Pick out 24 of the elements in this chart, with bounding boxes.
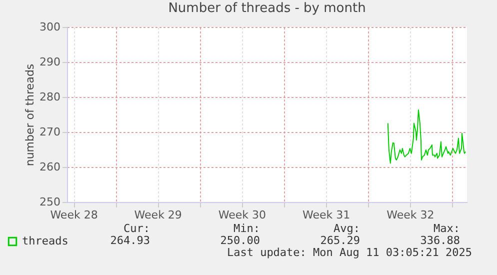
line-series (387, 109, 466, 164)
y-tick-label: 250 (40, 196, 60, 208)
text: Avg: (334, 222, 360, 235)
chart-title: Number of threads - by month (168, 1, 366, 16)
text: Max: (434, 222, 460, 235)
y-tick-label: 270 (40, 126, 60, 138)
text: 265.29 (320, 234, 360, 247)
text: 336.88 (420, 234, 460, 247)
text: Min: (234, 222, 260, 235)
x-tick-label: Week 31 (302, 208, 350, 222)
legend-label: threads (22, 234, 68, 248)
text: Last update: Mon Aug 11 03:05:21 2025 (226, 246, 472, 259)
x-tick-label: Week 32 (386, 208, 434, 222)
x-tick-label: Week 28 (50, 208, 98, 222)
x-tick-label: Week 30 (218, 208, 266, 222)
y-tick-label: 280 (40, 90, 60, 104)
x-tick-label: Week 29 (134, 208, 182, 222)
y-tick-label: 260 (40, 160, 60, 174)
y-tick-label: 290 (40, 56, 60, 68)
y-tick-label: 300 (40, 20, 60, 34)
y-axis-title: number of threads (24, 64, 37, 166)
text: Cur: (124, 222, 150, 235)
text: 264.93 (110, 234, 150, 247)
text: 250.00 (220, 234, 260, 247)
